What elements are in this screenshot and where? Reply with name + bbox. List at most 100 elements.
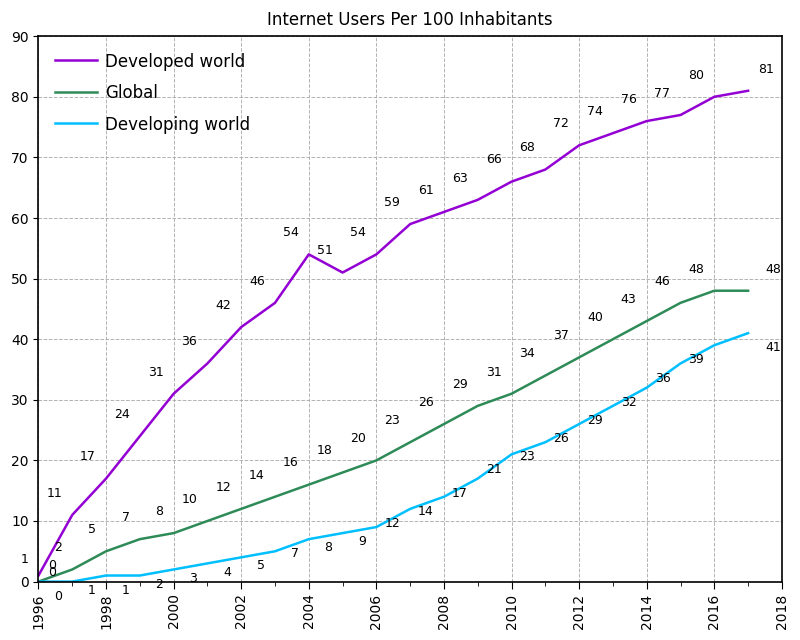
- Text: 9: 9: [358, 535, 366, 548]
- Text: 11: 11: [46, 487, 62, 500]
- Global: [406, 438, 415, 446]
- Text: 12: 12: [384, 517, 400, 530]
- Text: 26: 26: [418, 396, 434, 409]
- Developed world: [406, 220, 415, 228]
- Text: 29: 29: [587, 414, 602, 427]
- Text: 63: 63: [452, 172, 468, 185]
- Global: [676, 299, 686, 307]
- Text: 1: 1: [122, 584, 130, 596]
- Developing world: [371, 524, 381, 531]
- Developing world: [202, 559, 212, 567]
- Developed world: [237, 323, 246, 331]
- Developing world: [473, 475, 482, 483]
- Text: 80: 80: [688, 68, 704, 82]
- Text: 0: 0: [49, 559, 57, 572]
- Global: [574, 353, 584, 361]
- Text: 76: 76: [621, 93, 637, 106]
- Text: 48: 48: [688, 262, 704, 276]
- Developing world: [574, 420, 584, 428]
- Text: 29: 29: [452, 378, 468, 390]
- Developed world: [574, 141, 584, 149]
- Text: 12: 12: [215, 481, 231, 493]
- Developed world: [202, 360, 212, 367]
- Global: [506, 390, 516, 397]
- Developed world: [338, 269, 347, 276]
- Text: 77: 77: [654, 87, 670, 100]
- Text: 54: 54: [350, 226, 366, 239]
- Text: 10: 10: [182, 493, 198, 506]
- Text: 21: 21: [486, 463, 502, 476]
- Developed world: [67, 511, 77, 519]
- Global: [710, 287, 719, 294]
- Global: [371, 456, 381, 464]
- Developing world: [439, 493, 449, 500]
- Developed world: [439, 208, 449, 216]
- Text: 18: 18: [317, 444, 333, 458]
- Text: 39: 39: [689, 353, 704, 367]
- Global: [135, 535, 145, 543]
- Developed world: [710, 93, 719, 100]
- Text: 24: 24: [114, 408, 130, 421]
- Text: 8: 8: [325, 541, 333, 554]
- Text: 2: 2: [156, 578, 163, 591]
- Global: [34, 578, 43, 586]
- Text: 59: 59: [384, 196, 400, 209]
- Text: 1: 1: [88, 584, 96, 596]
- Text: 36: 36: [654, 372, 670, 385]
- Developing world: [102, 572, 111, 579]
- Developing world: [67, 578, 77, 586]
- Text: 46: 46: [249, 275, 265, 287]
- Global: [237, 505, 246, 513]
- Developed world: [473, 196, 482, 204]
- Global: [439, 420, 449, 428]
- Text: 31: 31: [486, 365, 502, 378]
- Developing world: [676, 360, 686, 367]
- Text: 26: 26: [554, 432, 569, 445]
- Text: 34: 34: [519, 348, 535, 360]
- Developing world: [608, 402, 618, 410]
- Global: [642, 317, 651, 325]
- Text: 0: 0: [49, 566, 57, 579]
- Text: 23: 23: [384, 414, 400, 427]
- Developed world: [608, 129, 618, 137]
- Text: 8: 8: [155, 505, 163, 518]
- Global: [67, 566, 77, 573]
- Text: 23: 23: [519, 451, 535, 463]
- Text: 5: 5: [88, 523, 96, 536]
- Developing world: [642, 384, 651, 392]
- Developed world: [743, 87, 753, 95]
- Global: [608, 335, 618, 343]
- Text: 7: 7: [290, 547, 298, 561]
- Global: [304, 481, 314, 488]
- Text: 42: 42: [215, 299, 231, 312]
- Text: 1: 1: [21, 554, 28, 566]
- Global: [202, 517, 212, 525]
- Text: 31: 31: [148, 365, 163, 378]
- Text: 17: 17: [452, 487, 468, 500]
- Developed world: [135, 432, 145, 440]
- Developing world: [270, 547, 280, 555]
- Text: 32: 32: [621, 396, 637, 409]
- Text: 72: 72: [553, 117, 569, 130]
- Text: 48: 48: [765, 262, 781, 276]
- Text: 74: 74: [587, 105, 602, 118]
- Developing world: [338, 529, 347, 537]
- Developed world: [506, 178, 516, 186]
- Text: 43: 43: [621, 293, 637, 306]
- Developed world: [34, 572, 43, 579]
- Text: 14: 14: [249, 468, 265, 481]
- Developed world: [169, 390, 178, 397]
- Developed world: [270, 299, 280, 307]
- Text: 41: 41: [765, 341, 781, 355]
- Developing world: [169, 566, 178, 573]
- Text: 4: 4: [223, 566, 231, 579]
- Global: [338, 468, 347, 476]
- Text: 66: 66: [486, 154, 502, 166]
- Developing world: [304, 535, 314, 543]
- Title: Internet Users Per 100 Inhabitants: Internet Users Per 100 Inhabitants: [267, 11, 553, 29]
- Legend: Developed world, Global, Developing world: Developed world, Global, Developing worl…: [46, 45, 258, 142]
- Text: 3: 3: [190, 572, 198, 584]
- Global: [270, 493, 280, 500]
- Text: 16: 16: [283, 456, 298, 470]
- Developing world: [406, 505, 415, 513]
